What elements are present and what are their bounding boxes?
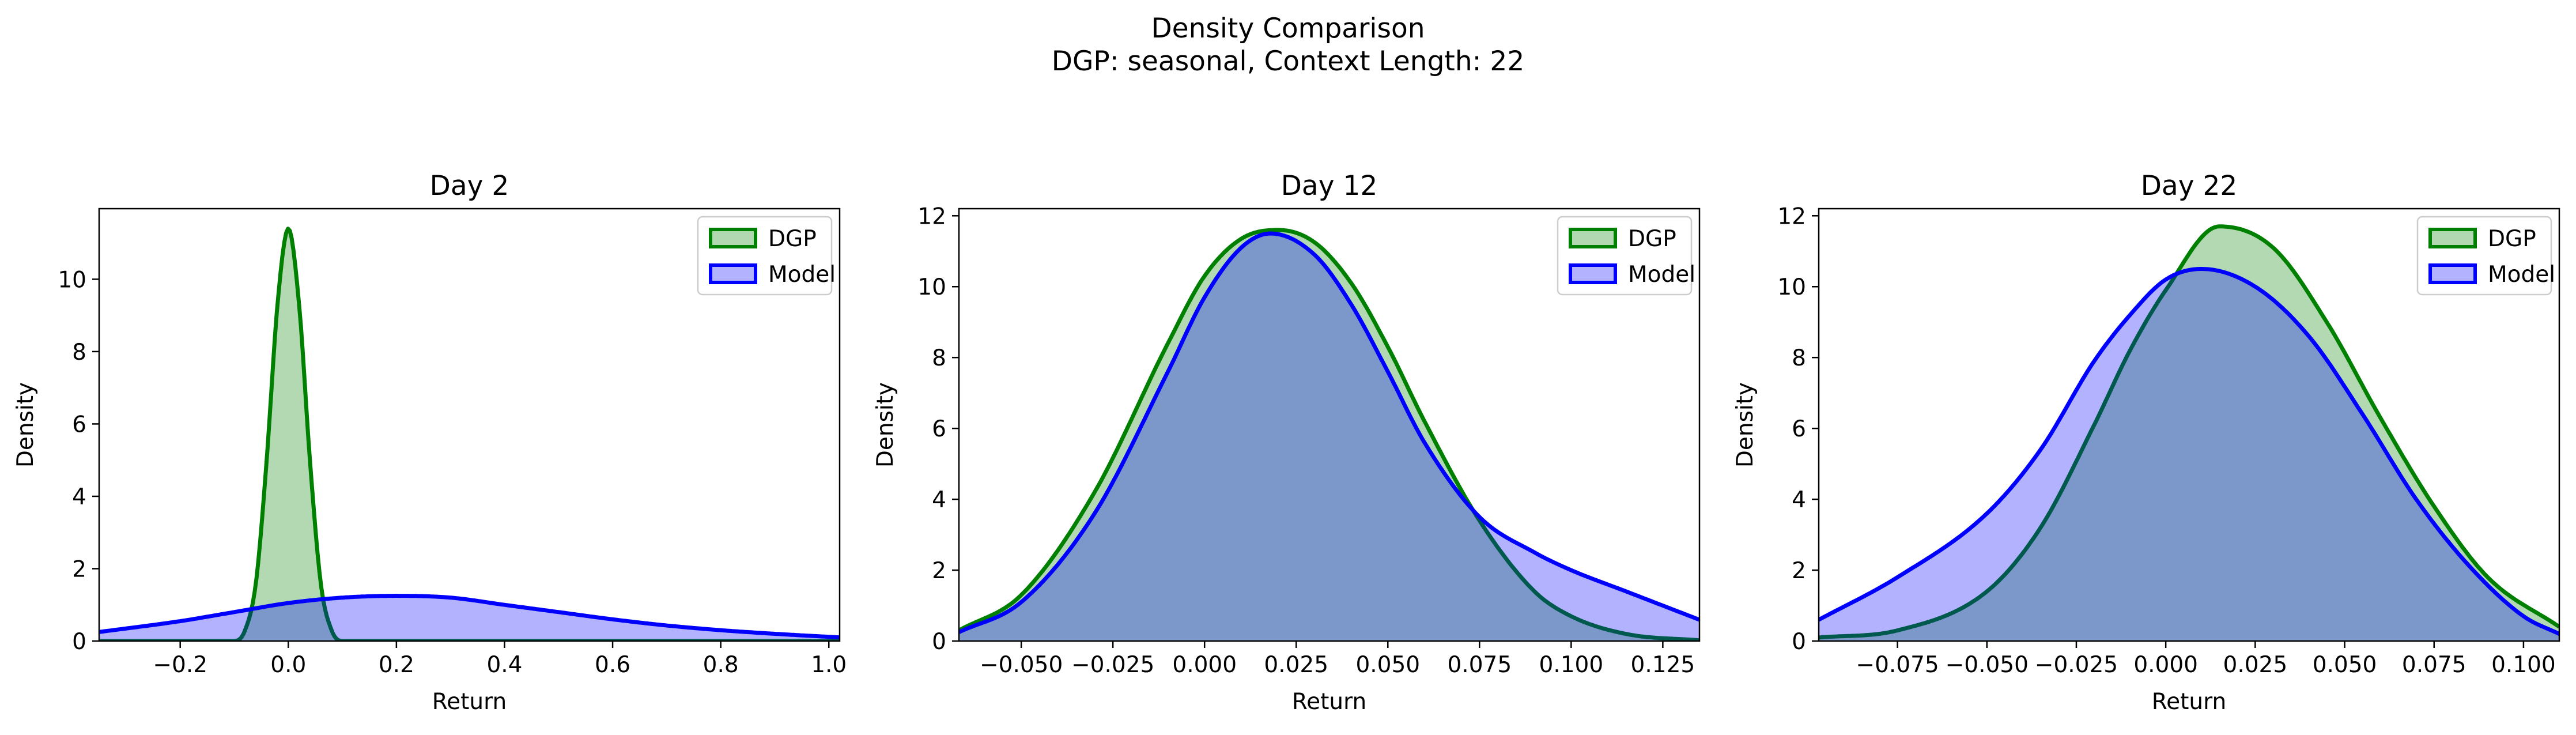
model-density-line	[959, 231, 1699, 634]
y-tick-label: 2	[932, 558, 946, 584]
x-tick-label: −0.025	[2035, 652, 2118, 678]
plot-area	[959, 228, 1699, 641]
x-axis-label: Return	[1292, 689, 1366, 715]
y-axis-label: Density	[1732, 382, 1758, 468]
legend-label-dgp: DGP	[1628, 226, 1676, 252]
x-tick-label: −0.2	[153, 652, 207, 678]
legend-label-dgp: DGP	[2488, 226, 2536, 252]
x-tick-label: 0.0	[270, 652, 306, 678]
y-tick-label: 8	[1792, 345, 1806, 371]
x-tick-label: 0.025	[1264, 652, 1328, 678]
x-tick-label: 0.075	[2402, 652, 2467, 678]
y-tick-label: 0	[932, 629, 946, 655]
y-tick-label: 12	[917, 203, 946, 229]
y-axis-label: Density	[872, 382, 898, 468]
y-tick-label: 8	[72, 340, 86, 365]
legend: DGP Model	[2416, 216, 2555, 296]
x-tick-label: −0.075	[1856, 652, 1939, 678]
legend-swatch-dgp	[2428, 228, 2477, 248]
axes-frame	[958, 208, 1701, 642]
subplot-title: Day 2	[430, 170, 509, 202]
dgp-density-line	[959, 228, 1699, 641]
x-axis-label: Return	[432, 689, 507, 715]
y-tick-label: 4	[72, 484, 86, 510]
dgp-density-fill	[1819, 226, 2559, 641]
axes-frame	[98, 208, 841, 642]
y-tick-label: 6	[1792, 416, 1806, 442]
x-tick-label: 0.4	[486, 652, 522, 678]
model-density-line	[99, 594, 840, 640]
legend-label-model: Model	[1628, 262, 1695, 288]
legend-swatch-model	[2428, 263, 2477, 284]
y-tick-label: 10	[58, 267, 86, 293]
model-density-fill	[959, 233, 1699, 641]
dgp-density-line	[1819, 224, 2559, 640]
legend-swatch-model	[1569, 263, 1617, 284]
y-tick-label: 6	[72, 412, 86, 438]
legend-label-model: Model	[768, 262, 836, 288]
x-tick-label: 0.025	[2223, 652, 2288, 678]
figure-title: Density Comparison	[1151, 13, 1425, 44]
x-tick-label: 0.125	[1631, 652, 1695, 678]
model-density-line	[1819, 267, 2559, 636]
plot-area	[99, 227, 840, 641]
x-tick-label: −0.050	[1946, 652, 2029, 678]
y-tick-label: 12	[1777, 203, 1806, 229]
x-tick-label: −0.025	[1071, 652, 1154, 678]
legend-swatch-dgp	[709, 228, 757, 248]
y-axis-label: Density	[13, 382, 39, 468]
x-tick-label: 0.075	[1447, 652, 1512, 678]
y-tick-label: 10	[917, 274, 946, 300]
x-tick-label: −0.050	[980, 652, 1063, 678]
x-tick-label: 0.2	[379, 652, 414, 678]
dgp-density-fill	[99, 228, 840, 641]
subplot-title: Day 12	[1281, 170, 1378, 202]
subplot-3: −0.075 −0.050 −0.025 0.000 0.025 0.050 0.075 0.…	[1732, 170, 2560, 715]
x-tick-label: 0.050	[2313, 652, 2377, 678]
x-tick-label: 0.8	[703, 652, 739, 678]
y-tick-label: 0	[72, 629, 86, 655]
y-tick-label: 8	[932, 345, 946, 371]
x-tick-label: 0.050	[1355, 652, 1420, 678]
y-tick-label: 6	[932, 416, 946, 442]
plot-area	[1819, 224, 2559, 641]
figure-subtitle: DGP: seasonal, Context Length: 22	[1052, 46, 1524, 77]
y-tick-label: 4	[932, 487, 946, 513]
y-tick-label: 2	[1792, 558, 1806, 584]
x-axis-label: Return	[2152, 689, 2226, 715]
x-tick-label: 0.100	[1539, 652, 1604, 678]
y-tick-label: 4	[1792, 487, 1806, 513]
model-density-fill	[1819, 269, 2559, 641]
dgp-density-fill	[959, 229, 1699, 641]
subplot-1: −0.2 0.0 0.2 0.4 0.6 0.8 1.0 0 2 4 6 8 10 Day 2 Return…	[13, 170, 847, 715]
subplot-2: −0.050 −0.025 0.000 0.025 0.050 0.075 0.100 0.1…	[872, 170, 1701, 715]
legend: DGP Model	[1557, 216, 1695, 296]
legend-label-model: Model	[2488, 262, 2555, 288]
legend-swatch-model	[709, 263, 757, 284]
y-tick-label: 0	[1792, 629, 1806, 655]
x-tick-label: 0.100	[2491, 652, 2556, 678]
y-tick-label: 2	[72, 556, 86, 582]
x-tick-label: 0.6	[595, 652, 630, 678]
legend: DGP Model	[697, 216, 836, 296]
axes-frame	[1818, 208, 2560, 642]
x-tick-label: 0.000	[2133, 652, 2198, 678]
y-tick-label: 10	[1777, 274, 1806, 300]
x-tick-label: 0.000	[1172, 652, 1237, 678]
model-density-fill	[99, 595, 840, 641]
legend-label-dgp: DGP	[768, 226, 817, 252]
legend-swatch-dgp	[1569, 228, 1617, 248]
x-tick-label: 1.0	[811, 652, 847, 678]
subplot-title: Day 22	[2141, 170, 2238, 202]
